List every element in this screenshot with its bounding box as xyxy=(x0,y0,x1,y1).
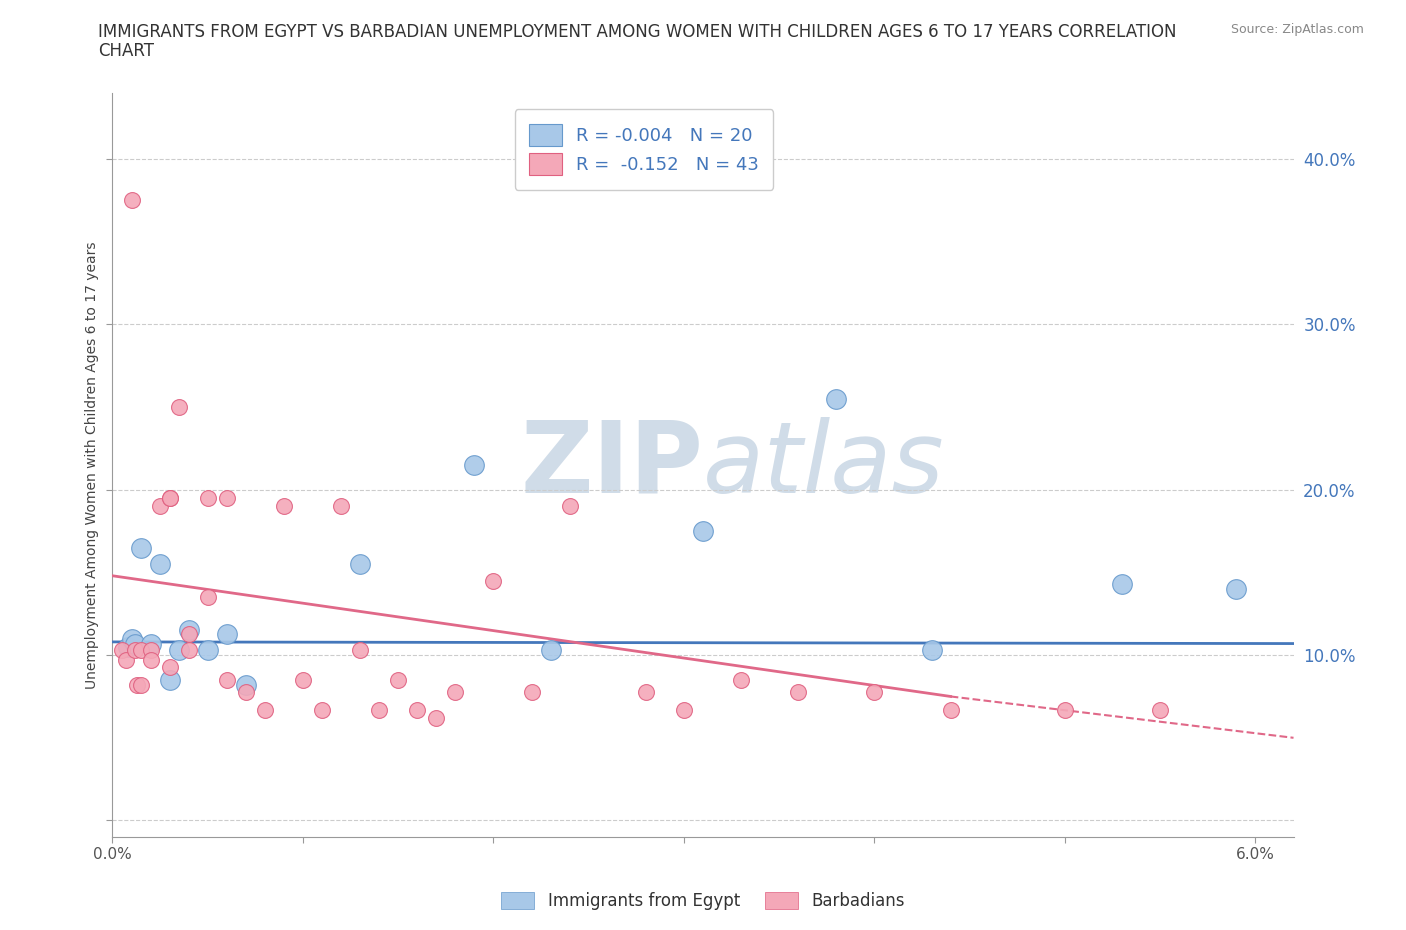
Point xyxy=(540,643,562,658)
Point xyxy=(117,640,139,655)
Point xyxy=(349,557,371,572)
Point xyxy=(114,653,136,668)
Point xyxy=(159,491,181,506)
Point xyxy=(127,677,149,692)
Point xyxy=(121,631,143,646)
Point xyxy=(124,636,146,651)
Point xyxy=(111,643,134,658)
Legend: R = -0.004   N = 20, R =  -0.152   N = 43: R = -0.004 N = 20, R = -0.152 N = 43 xyxy=(515,110,773,190)
Point xyxy=(197,491,219,506)
Point xyxy=(482,573,505,588)
Point xyxy=(159,672,181,687)
Point xyxy=(825,392,848,406)
Point xyxy=(215,672,238,687)
Point xyxy=(672,702,695,717)
Point xyxy=(235,677,257,692)
Point xyxy=(406,702,429,717)
Point xyxy=(368,702,391,717)
Point xyxy=(787,684,810,699)
Point xyxy=(863,684,886,699)
Point xyxy=(129,540,152,555)
Point xyxy=(520,684,543,699)
Point xyxy=(444,684,467,699)
Point xyxy=(939,702,962,717)
Point xyxy=(177,626,200,641)
Point xyxy=(349,643,371,658)
Point xyxy=(139,636,162,651)
Text: CHART: CHART xyxy=(98,42,155,60)
Point xyxy=(1053,702,1076,717)
Point xyxy=(167,400,190,415)
Point xyxy=(558,498,581,513)
Text: IMMIGRANTS FROM EGYPT VS BARBADIAN UNEMPLOYMENT AMONG WOMEN WITH CHILDREN AGES 6: IMMIGRANTS FROM EGYPT VS BARBADIAN UNEMP… xyxy=(98,23,1177,41)
Text: atlas: atlas xyxy=(703,417,945,513)
Point xyxy=(463,458,485,472)
Point xyxy=(311,702,333,717)
Point xyxy=(124,643,146,658)
Point xyxy=(177,643,200,658)
Point xyxy=(197,643,219,658)
Point xyxy=(149,498,172,513)
Point xyxy=(197,590,219,604)
Point xyxy=(215,491,238,506)
Point xyxy=(129,643,152,658)
Point xyxy=(149,557,172,572)
Point xyxy=(330,498,353,513)
Point xyxy=(159,491,181,506)
Point xyxy=(1111,577,1133,591)
Point xyxy=(291,672,314,687)
Point xyxy=(121,193,143,208)
Point xyxy=(1225,581,1247,596)
Point xyxy=(634,684,657,699)
Legend: Immigrants from Egypt, Barbadians: Immigrants from Egypt, Barbadians xyxy=(495,885,911,917)
Point xyxy=(139,643,162,658)
Point xyxy=(273,498,295,513)
Point xyxy=(730,672,752,687)
Point xyxy=(215,626,238,641)
Point xyxy=(253,702,276,717)
Point xyxy=(921,643,943,658)
Text: ZIP: ZIP xyxy=(520,417,703,513)
Point xyxy=(159,659,181,674)
Y-axis label: Unemployment Among Women with Children Ages 6 to 17 years: Unemployment Among Women with Children A… xyxy=(84,241,98,689)
Point xyxy=(692,524,714,538)
Text: Source: ZipAtlas.com: Source: ZipAtlas.com xyxy=(1230,23,1364,36)
Point xyxy=(1149,702,1171,717)
Point xyxy=(139,653,162,668)
Point xyxy=(235,684,257,699)
Point xyxy=(387,672,409,687)
Point xyxy=(129,677,152,692)
Point xyxy=(167,643,190,658)
Point xyxy=(177,623,200,638)
Point xyxy=(425,711,447,725)
